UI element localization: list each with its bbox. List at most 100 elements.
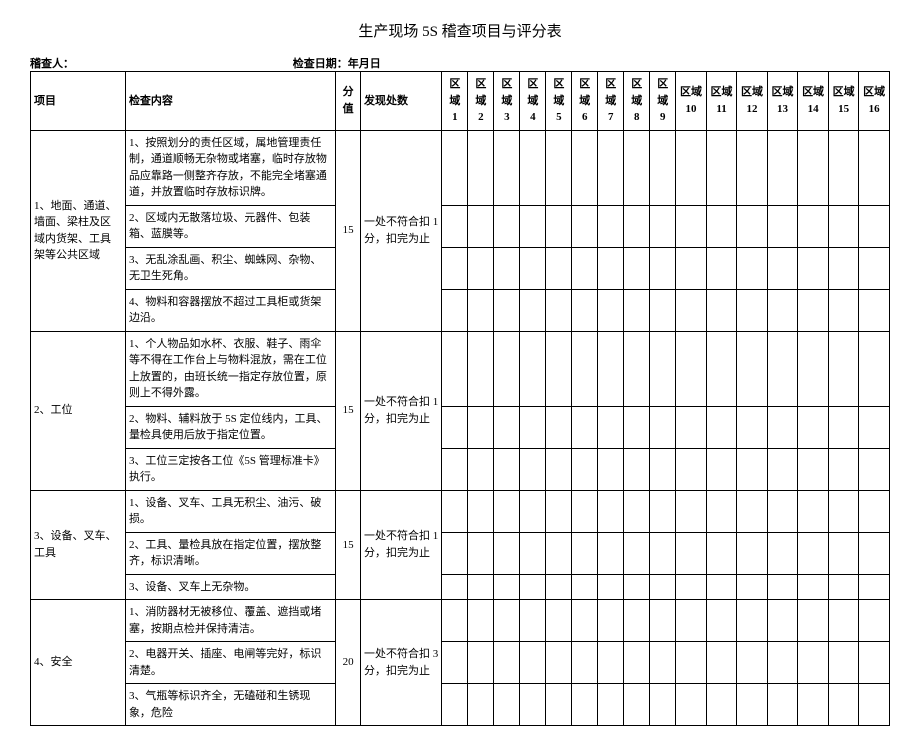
area-cell xyxy=(598,205,624,247)
area-cell xyxy=(706,574,737,600)
area-cell xyxy=(520,247,546,289)
area-cell xyxy=(546,684,572,726)
area-cell xyxy=(676,247,707,289)
area-cell xyxy=(546,574,572,600)
area-cell xyxy=(546,331,572,406)
area-cell xyxy=(828,406,859,448)
area-cell xyxy=(546,600,572,642)
area-cell xyxy=(859,406,890,448)
area-cell xyxy=(737,406,768,448)
area-cell xyxy=(442,289,468,331)
area-cell xyxy=(598,448,624,490)
table-row: 4、安全1、消防器材无被移位、覆盖、遮挡或堵塞，按期点检并保持清洁。20一处不符… xyxy=(31,600,890,642)
area-cell xyxy=(520,130,546,205)
area-cell xyxy=(468,532,494,574)
area-cell xyxy=(828,574,859,600)
area-cell xyxy=(624,642,650,684)
area-cell xyxy=(798,642,829,684)
area-cell xyxy=(828,642,859,684)
area-cell xyxy=(520,448,546,490)
area-cell xyxy=(706,205,737,247)
area-cell xyxy=(546,448,572,490)
area-cell xyxy=(859,247,890,289)
area-cell xyxy=(442,642,468,684)
area-cell xyxy=(828,331,859,406)
area-cell xyxy=(859,532,890,574)
area-cell xyxy=(767,490,798,532)
content-cell: 3、气瓶等标识齐全，无磕碰和生锈现象，危险 xyxy=(125,684,335,726)
area-cell xyxy=(494,331,520,406)
table-row: 3、设备、叉车、工具1、设备、叉车、工具无积尘、油污、破损。15一处不符合扣 1… xyxy=(31,490,890,532)
area-cell xyxy=(706,642,737,684)
header-area-9: 区域 9 xyxy=(650,72,676,131)
area-cell xyxy=(494,642,520,684)
table-row: 2、电器开关、插座、电闸等完好，标识清楚。 xyxy=(31,642,890,684)
area-cell xyxy=(706,406,737,448)
area-cell xyxy=(676,205,707,247)
area-cell xyxy=(706,247,737,289)
header-area-8: 区域 8 xyxy=(624,72,650,131)
area-cell xyxy=(572,490,598,532)
header-area-5: 区域 5 xyxy=(546,72,572,131)
area-cell xyxy=(737,331,768,406)
area-cell xyxy=(767,247,798,289)
area-cell xyxy=(598,331,624,406)
area-cell xyxy=(737,532,768,574)
area-cell xyxy=(546,642,572,684)
header-area-15: 区域 15 xyxy=(828,72,859,131)
area-cell xyxy=(520,574,546,600)
area-cell xyxy=(650,532,676,574)
area-cell xyxy=(624,532,650,574)
area-cell xyxy=(442,130,468,205)
area-cell xyxy=(859,448,890,490)
area-cell xyxy=(624,247,650,289)
content-cell: 3、工位三定按各工位《5S 管理标准卡》执行。 xyxy=(125,448,335,490)
header-area-6: 区域 6 xyxy=(572,72,598,131)
area-cell xyxy=(737,205,768,247)
area-cell xyxy=(650,448,676,490)
area-cell xyxy=(572,205,598,247)
area-cell xyxy=(828,205,859,247)
area-cell xyxy=(598,289,624,331)
area-cell xyxy=(624,406,650,448)
area-cell xyxy=(676,684,707,726)
area-cell xyxy=(859,642,890,684)
area-cell xyxy=(737,247,768,289)
area-cell xyxy=(828,684,859,726)
content-cell: 2、区域内无散落垃圾、元器件、包装箱、蓝膜等。 xyxy=(125,205,335,247)
area-cell xyxy=(520,532,546,574)
area-cell xyxy=(494,490,520,532)
area-cell xyxy=(767,642,798,684)
area-cell xyxy=(598,406,624,448)
area-cell xyxy=(546,532,572,574)
area-cell xyxy=(572,406,598,448)
header-area-11: 区域 11 xyxy=(706,72,737,131)
header-item: 项目 xyxy=(31,72,126,131)
area-cell xyxy=(767,684,798,726)
area-cell xyxy=(572,600,598,642)
area-cell xyxy=(828,130,859,205)
area-cell xyxy=(572,684,598,726)
area-cell xyxy=(494,448,520,490)
area-cell xyxy=(520,406,546,448)
area-cell xyxy=(706,289,737,331)
area-cell xyxy=(650,490,676,532)
area-cell xyxy=(572,289,598,331)
header-area-16: 区域 16 xyxy=(859,72,890,131)
area-cell xyxy=(737,490,768,532)
content-cell: 3、设备、叉车上无杂物。 xyxy=(125,574,335,600)
area-cell xyxy=(494,600,520,642)
area-cell xyxy=(442,331,468,406)
content-cell: 2、电器开关、插座、电闸等完好，标识清楚。 xyxy=(125,642,335,684)
table-row: 2、区域内无散落垃圾、元器件、包装箱、蓝膜等。 xyxy=(31,205,890,247)
area-cell xyxy=(706,448,737,490)
area-cell xyxy=(706,684,737,726)
area-cell xyxy=(624,600,650,642)
content-cell: 1、按照划分的责任区域，属地管理责任制，通道顺畅无杂物或堵塞，临时存放物品应靠路… xyxy=(125,130,335,205)
area-cell xyxy=(859,684,890,726)
area-cell xyxy=(650,684,676,726)
area-cell xyxy=(767,600,798,642)
area-cell xyxy=(546,289,572,331)
area-cell xyxy=(468,574,494,600)
table-row: 1、地面、通道、墙面、梁柱及区域内货架、工具架等公共区域1、按照划分的责任区域，… xyxy=(31,130,890,205)
